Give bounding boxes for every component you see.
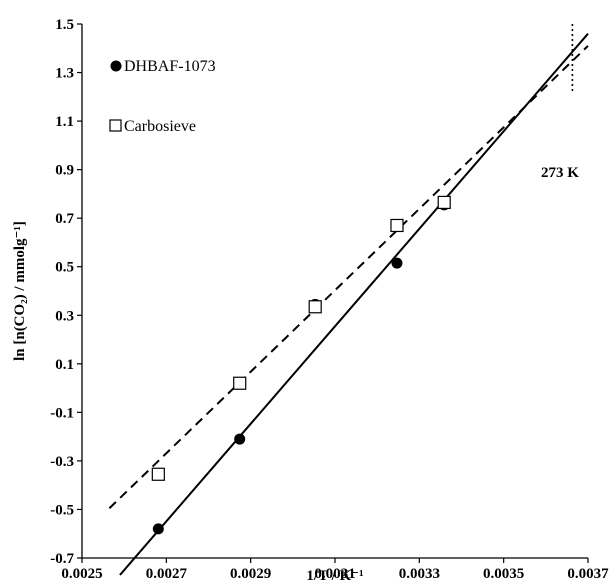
y-tick-label: 0.7: [55, 211, 74, 227]
y-tick-label: 1.1: [55, 114, 74, 130]
x-axis-title: 1/T / K⁻¹: [306, 568, 363, 584]
y-tick-label: -0.7: [50, 551, 74, 567]
y-axis-title: ln [n(CO₂) / mmolg⁻¹]: [12, 221, 28, 361]
data-point-carbosieve: [151, 467, 165, 481]
y-tick-label: 0.1: [55, 357, 74, 373]
data-points: [151, 195, 451, 535]
x-tick-label: 0.0033: [399, 566, 440, 582]
fit-line-carbosieve: [108, 45, 589, 509]
x-tick-label: 0.0031: [314, 566, 355, 582]
legend-label-dhbaf: DHBAF-1073: [124, 58, 216, 75]
fit-line-dhbaf: [119, 33, 589, 576]
x-tick-label: 0.0027: [146, 566, 188, 582]
data-point-dhbaf: [152, 523, 164, 535]
y-tick-label: 1.3: [55, 66, 74, 82]
legend-label-carbosieve: Carbosieve: [124, 118, 196, 135]
x-tick-label: 0.0029: [230, 566, 271, 582]
y-tick-label: 0.3: [55, 308, 74, 324]
data-point-carbosieve: [308, 300, 322, 314]
data-point-carbosieve: [390, 218, 404, 233]
x-ticks: 0.0025 0.0027 0.0029 0.0031 0.0033 0.0035 0.00…: [61, 558, 609, 582]
y-tick-label: 0.5: [55, 260, 74, 276]
data-point-carbosieve: [233, 376, 247, 390]
fit-lines: [108, 33, 589, 576]
y-tick-label: -0.3: [50, 454, 74, 470]
x-tick-label: 0.0037: [567, 566, 609, 582]
legend-marker-carbosieve: [109, 119, 122, 132]
y-tick-label: -0.5: [50, 502, 74, 518]
data-point-dhbaf: [391, 257, 403, 269]
legend: DHBAF-1073 Carbosieve: [109, 58, 216, 135]
data-point-dhbaf: [234, 433, 246, 445]
data-point-carbosieve: [437, 195, 451, 210]
x-tick-label: 0.0025: [61, 566, 102, 582]
x-tick-label: 0.0035: [483, 566, 524, 582]
y-ticks: -0.7 -0.5 -0.3 -0.1 0.1 0.3 0.5 0.7 0.9 1.1 1.3 1.5: [50, 17, 82, 567]
y-tick-label: 1.5: [55, 17, 74, 33]
annotation-273k: 273 K: [541, 165, 579, 181]
y-tick-label: -0.1: [50, 405, 74, 421]
legend-marker-dhbaf: [110, 60, 122, 72]
y-tick-label: 0.9: [55, 163, 74, 179]
